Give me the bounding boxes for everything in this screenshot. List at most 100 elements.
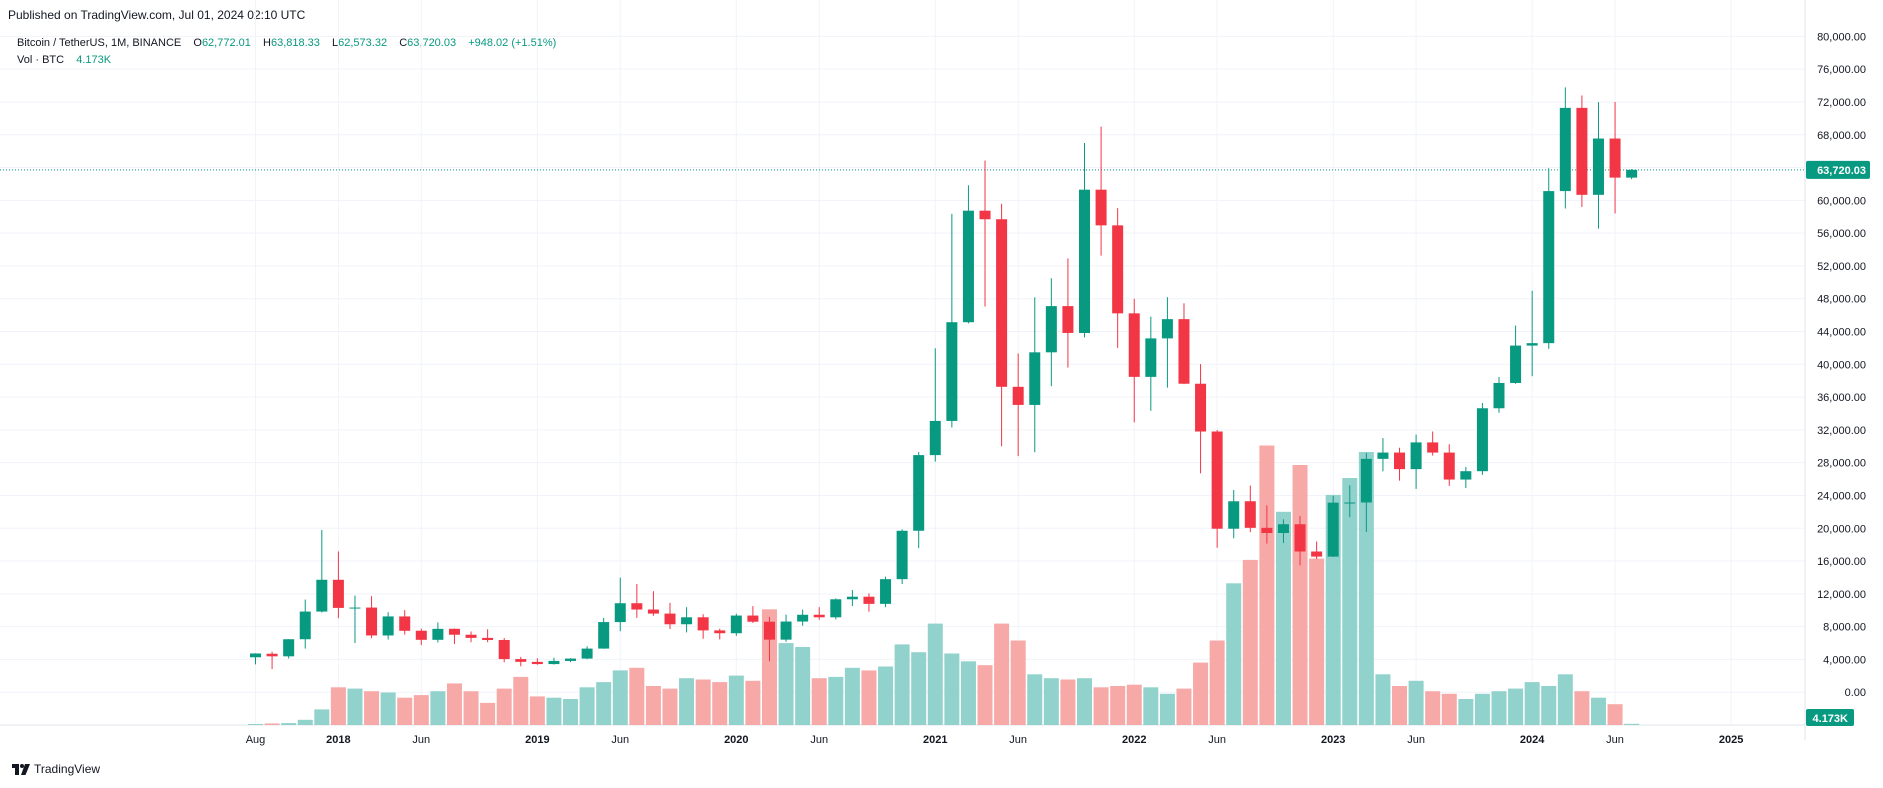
volume-bar: [1126, 684, 1142, 725]
price-tick-label: 24,000.00: [1817, 490, 1866, 502]
volume-bar: [878, 666, 894, 725]
last-price-tag: 63,720.03: [1806, 160, 1870, 179]
volume-bar: [960, 661, 976, 725]
candle-body: [299, 611, 311, 640]
volume-bar: [1458, 699, 1474, 725]
candle-body: [1145, 338, 1157, 377]
volume-bar: [977, 665, 993, 725]
candle-body: [1327, 502, 1339, 557]
volume-bar: [1242, 559, 1258, 725]
chart-legend: Bitcoin / TetherUS, 1M, BINANCE O62,772.…: [17, 35, 556, 69]
price-tick-label: 8,000.00: [1823, 622, 1866, 634]
volume-bar: [944, 653, 960, 725]
price-tick-label: 72,000.00: [1817, 97, 1866, 109]
volume-bar: [1358, 452, 1374, 725]
price-tick-label: 56,000.00: [1817, 228, 1866, 240]
price-axis[interactable]: 80,000.0076,000.0072,000.0068,000.0064,0…: [1817, 31, 1866, 699]
candle-body: [1211, 431, 1223, 529]
tradingview-brand: TradingView: [34, 762, 101, 776]
volume-bar: [629, 667, 645, 725]
candle-body: [1311, 551, 1323, 557]
volume-bar: [1408, 680, 1424, 725]
open-label: O: [193, 37, 202, 49]
candle-body: [415, 630, 427, 640]
time-tick-label: 2020: [724, 734, 748, 746]
time-tick-label: Jun: [412, 734, 430, 746]
volume-bar: [1474, 693, 1490, 725]
candle-body: [747, 615, 759, 622]
volume-bar: [546, 697, 562, 725]
time-tick-label: 2019: [525, 734, 549, 746]
volume-bar: [1176, 688, 1192, 725]
volume-bar: [248, 723, 263, 725]
candle-body: [399, 616, 411, 631]
volume-bar: [645, 686, 661, 725]
candle-body: [1377, 452, 1389, 459]
volume-bar: [844, 667, 860, 725]
volume-bar: [1508, 688, 1524, 725]
volume-bar: [380, 692, 396, 725]
time-tick-label: 2021: [923, 734, 947, 746]
volume-bar: [1441, 693, 1457, 725]
time-tick-label: Jun: [611, 734, 629, 746]
candle-body: [332, 579, 344, 608]
candle-body: [1178, 319, 1190, 384]
last-volume-tag: 4.173K: [1806, 709, 1854, 726]
candle-body: [647, 609, 659, 614]
candle-body: [432, 628, 444, 640]
volume-bar: [297, 719, 313, 725]
price-tick-label: 76,000.00: [1817, 64, 1866, 76]
volume-bars: [248, 445, 1640, 725]
volume-bar: [1375, 674, 1391, 725]
candle-body: [1344, 502, 1356, 504]
candle-body: [1410, 442, 1422, 470]
time-tick-label: Jun: [1208, 734, 1226, 746]
volume-bar: [795, 647, 811, 725]
candle-body: [1609, 138, 1621, 178]
volume-bar: [1159, 693, 1175, 725]
open-value: 62,772.01: [201, 37, 251, 49]
volume-bar: [745, 680, 761, 725]
volume-bar: [911, 652, 927, 725]
candle-body: [349, 607, 361, 609]
volume-bar: [281, 723, 297, 725]
tradingview-logo[interactable]: TradingView: [12, 762, 100, 776]
symbol-label: Bitcoin / TetherUS, 1M, BINANCE: [17, 37, 182, 49]
volume-bar: [1110, 686, 1126, 725]
candle-body: [382, 616, 394, 636]
candle-body: [797, 614, 809, 622]
volume-bar: [579, 687, 595, 725]
candle-body: [1559, 107, 1571, 192]
volume-bar: [1060, 679, 1076, 725]
volume-bar: [596, 682, 612, 725]
volume-bar: [496, 688, 512, 725]
candle-body: [1045, 306, 1057, 353]
ohlc-legend-row: Bitcoin / TetherUS, 1M, BINANCE O62,772.…: [17, 35, 556, 52]
candle-body: [813, 614, 825, 618]
candle-body: [1128, 313, 1140, 377]
time-tick-label: 2022: [1122, 734, 1146, 746]
volume-bar: [413, 695, 429, 725]
candle-body: [946, 322, 958, 421]
last-price-tag-label: 63,720.03: [1817, 165, 1866, 177]
candle-body: [880, 579, 892, 604]
candle-body: [448, 628, 460, 635]
volume-bar: [1491, 691, 1507, 725]
candle-body: [581, 648, 593, 659]
time-axis[interactable]: Aug 2018 Jun 2019 Jun 2020 Jun 2021 Jun 2022 Jun 20…: [246, 734, 1744, 746]
volume-bar: [397, 697, 413, 725]
volume-bar: [828, 676, 844, 725]
price-tick-label: 12,000.00: [1817, 589, 1866, 601]
candle-body: [498, 639, 510, 660]
volume-bar: [1574, 691, 1590, 725]
price-tick-label: 4,000.00: [1823, 654, 1866, 666]
price-tick-label: 60,000.00: [1817, 195, 1866, 207]
high-value: 63,818.33: [270, 37, 320, 49]
last-price-tag-bg: [1806, 160, 1870, 179]
volume-bar: [1557, 674, 1573, 725]
candle-body: [697, 617, 709, 631]
volume-bar: [1226, 583, 1242, 725]
volume-bar: [712, 682, 728, 725]
volume-bar: [480, 702, 496, 725]
